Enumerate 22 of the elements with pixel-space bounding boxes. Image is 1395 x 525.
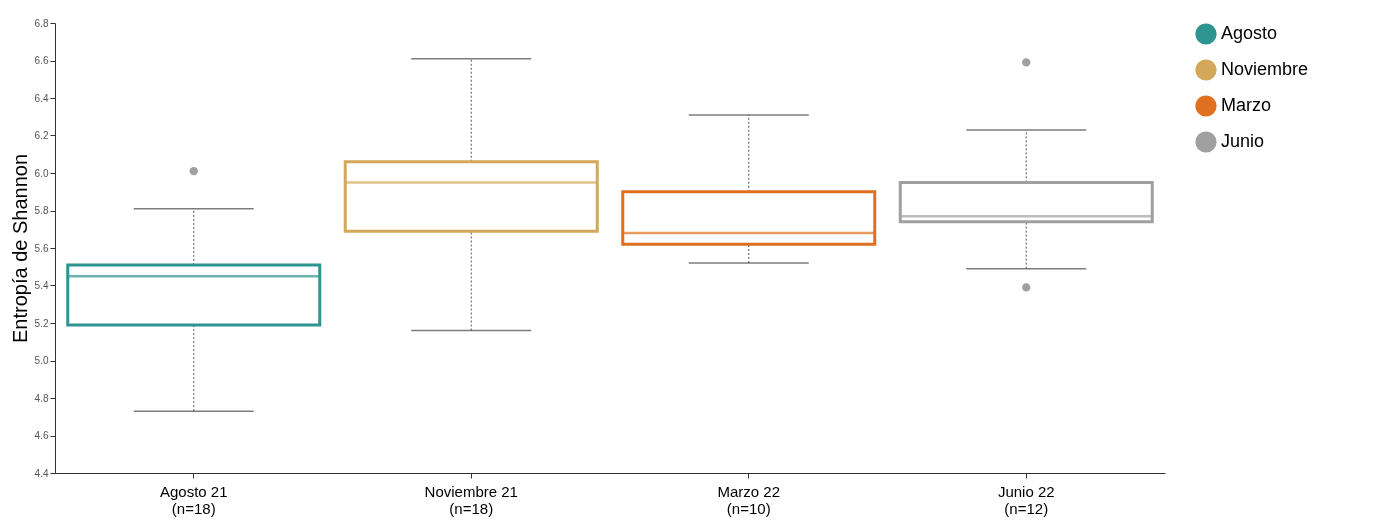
y-axis-title: Entropía de Shannon xyxy=(8,153,31,344)
y-tick-label: 4.8 xyxy=(34,392,49,404)
y-tick-label: 5.8 xyxy=(34,205,49,216)
legend-label: Noviembre xyxy=(1221,59,1309,79)
y-tick-label: 4.6 xyxy=(34,430,49,441)
legend-label: Marzo xyxy=(1221,95,1272,115)
y-tick-label: 6.4 xyxy=(34,92,49,104)
y-tick-label: 5.0 xyxy=(34,355,49,366)
x-tick-label: Junio 22 (n=12) xyxy=(997,482,1055,517)
legend-label: Junio xyxy=(1221,131,1265,151)
x-tick-label: Noviembre 21 (n=18) xyxy=(424,482,518,517)
x-tick-label: Marzo 22 (n=10) xyxy=(717,482,781,517)
x-tick-label: Agosto 21 (n=18) xyxy=(159,482,228,517)
y-tick-label: 4.4 xyxy=(34,467,49,479)
legend-label: Agosto xyxy=(1221,23,1278,43)
y-tick-label: 6.2 xyxy=(34,130,49,141)
y-tick-label: 6.8 xyxy=(34,17,49,29)
y-tick-label: 5.4 xyxy=(34,280,49,291)
y-tick-label: 6.0 xyxy=(34,167,49,179)
y-tick-label: 5.6 xyxy=(34,242,49,254)
y-tick-label: 5.2 xyxy=(34,317,49,329)
y-tick-label: 6.6 xyxy=(34,55,49,66)
